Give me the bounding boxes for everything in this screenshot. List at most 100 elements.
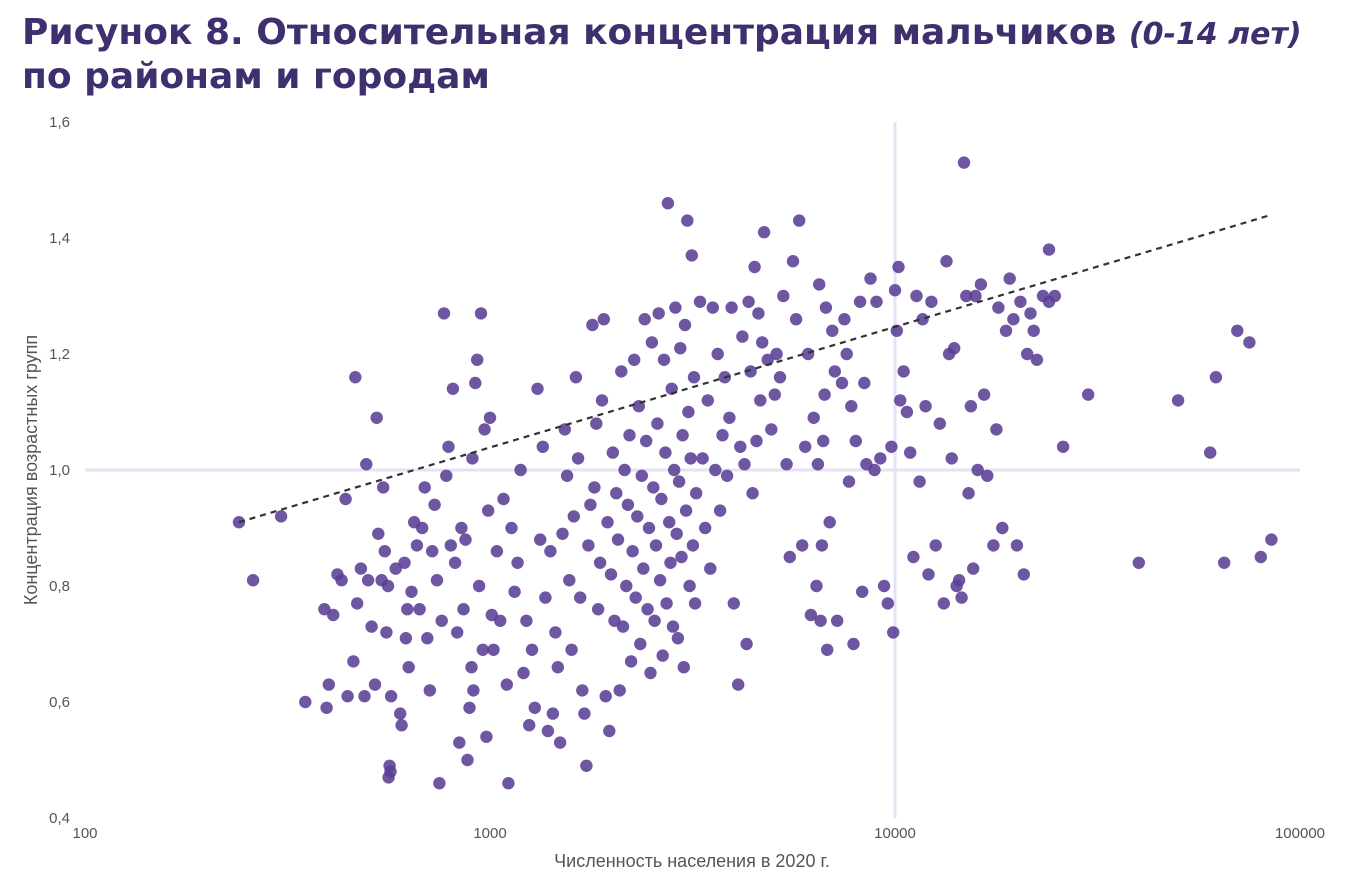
data-point bbox=[637, 562, 650, 575]
data-point bbox=[472, 579, 486, 593]
data-point bbox=[624, 655, 638, 668]
data-point bbox=[910, 289, 923, 303]
data-point bbox=[1007, 313, 1020, 326]
data-point bbox=[734, 440, 747, 453]
data-point bbox=[461, 753, 474, 767]
data-point bbox=[1171, 394, 1185, 407]
data-point bbox=[677, 661, 690, 674]
title-age-range: (0-14 лет) bbox=[1128, 17, 1302, 52]
data-point bbox=[894, 394, 907, 407]
data-point bbox=[672, 475, 686, 488]
data-point bbox=[444, 539, 457, 552]
data-point bbox=[435, 614, 448, 627]
data-point bbox=[523, 719, 536, 732]
data-point bbox=[842, 475, 856, 488]
data-point bbox=[483, 411, 497, 424]
data-point bbox=[528, 701, 541, 714]
data-point bbox=[339, 492, 352, 506]
data-point bbox=[615, 365, 628, 378]
data-point bbox=[480, 730, 493, 743]
x-tick-label: 100 bbox=[72, 825, 97, 842]
y-tick-label: 1,0 bbox=[49, 462, 70, 479]
data-point bbox=[463, 701, 476, 714]
data-point bbox=[467, 684, 480, 697]
data-point bbox=[752, 307, 765, 320]
data-point bbox=[377, 481, 390, 494]
data-point bbox=[642, 521, 656, 535]
y-tick-label: 1,6 bbox=[49, 114, 70, 131]
data-point bbox=[821, 643, 834, 656]
data-point bbox=[490, 545, 504, 558]
data-point bbox=[669, 301, 682, 314]
trend-line-group bbox=[238, 213, 1272, 524]
data-point bbox=[381, 579, 395, 593]
data-point bbox=[814, 614, 827, 627]
data-point bbox=[676, 429, 689, 442]
data-point bbox=[620, 579, 633, 593]
data-point bbox=[634, 637, 647, 651]
data-point bbox=[514, 463, 527, 477]
data-point bbox=[246, 574, 260, 587]
data-point bbox=[996, 521, 1009, 535]
data-point bbox=[967, 562, 980, 575]
data-point bbox=[580, 759, 593, 772]
data-point bbox=[531, 382, 544, 395]
data-point bbox=[430, 574, 444, 587]
title-main: Рисунок 8. Относительная концентрация ма… bbox=[22, 12, 1117, 53]
y-tick-label: 1,4 bbox=[49, 230, 70, 247]
data-point bbox=[725, 301, 738, 314]
data-point bbox=[626, 545, 639, 558]
data-point bbox=[955, 591, 968, 604]
data-point bbox=[750, 434, 763, 448]
data-point bbox=[586, 318, 599, 332]
data-point bbox=[757, 226, 771, 239]
chart-title: Рисунок 8. Относительная концентрация ма… bbox=[22, 12, 1342, 98]
data-point bbox=[416, 521, 429, 535]
data-point bbox=[679, 504, 693, 517]
data-point bbox=[451, 626, 464, 639]
data-point bbox=[623, 429, 636, 442]
data-point bbox=[576, 684, 589, 697]
data-point bbox=[709, 463, 722, 477]
data-point bbox=[948, 342, 961, 355]
data-point bbox=[558, 423, 571, 436]
data-point bbox=[553, 736, 567, 749]
data-point bbox=[635, 469, 648, 482]
data-point bbox=[888, 284, 902, 297]
data-point bbox=[565, 643, 578, 656]
data-point bbox=[987, 539, 1000, 552]
data-point bbox=[892, 260, 905, 274]
data-point bbox=[500, 678, 513, 691]
data-point bbox=[819, 301, 833, 314]
data-point bbox=[455, 521, 468, 535]
data-point bbox=[815, 539, 829, 552]
data-point bbox=[1027, 324, 1040, 337]
data-point bbox=[1204, 446, 1217, 459]
data-point bbox=[1231, 324, 1244, 337]
y-axis-ticks: 0,4 0,6 0,8 1,0 1,2 1,4 1,6 bbox=[49, 114, 70, 827]
data-point bbox=[957, 156, 971, 169]
data-point bbox=[818, 388, 831, 401]
data-point bbox=[378, 545, 391, 558]
data-point bbox=[971, 463, 984, 477]
data-point bbox=[964, 400, 978, 413]
data-point bbox=[474, 307, 488, 320]
x-axis-ticks: 100 1000 10000 100000 bbox=[72, 825, 1325, 842]
data-point bbox=[401, 603, 414, 616]
data-point bbox=[1132, 556, 1146, 569]
data-point bbox=[688, 597, 702, 610]
data-point bbox=[505, 521, 518, 535]
data-point bbox=[874, 452, 887, 465]
data-point bbox=[370, 411, 383, 424]
data-point bbox=[320, 701, 333, 714]
data-point bbox=[907, 550, 920, 564]
data-point bbox=[647, 481, 660, 494]
data-point bbox=[674, 342, 687, 355]
data-point bbox=[1082, 388, 1095, 401]
data-point bbox=[683, 579, 696, 593]
data-point bbox=[913, 475, 926, 488]
data-point bbox=[645, 336, 659, 349]
data-point bbox=[652, 307, 665, 320]
data-point bbox=[601, 516, 614, 529]
data-point bbox=[945, 452, 958, 465]
